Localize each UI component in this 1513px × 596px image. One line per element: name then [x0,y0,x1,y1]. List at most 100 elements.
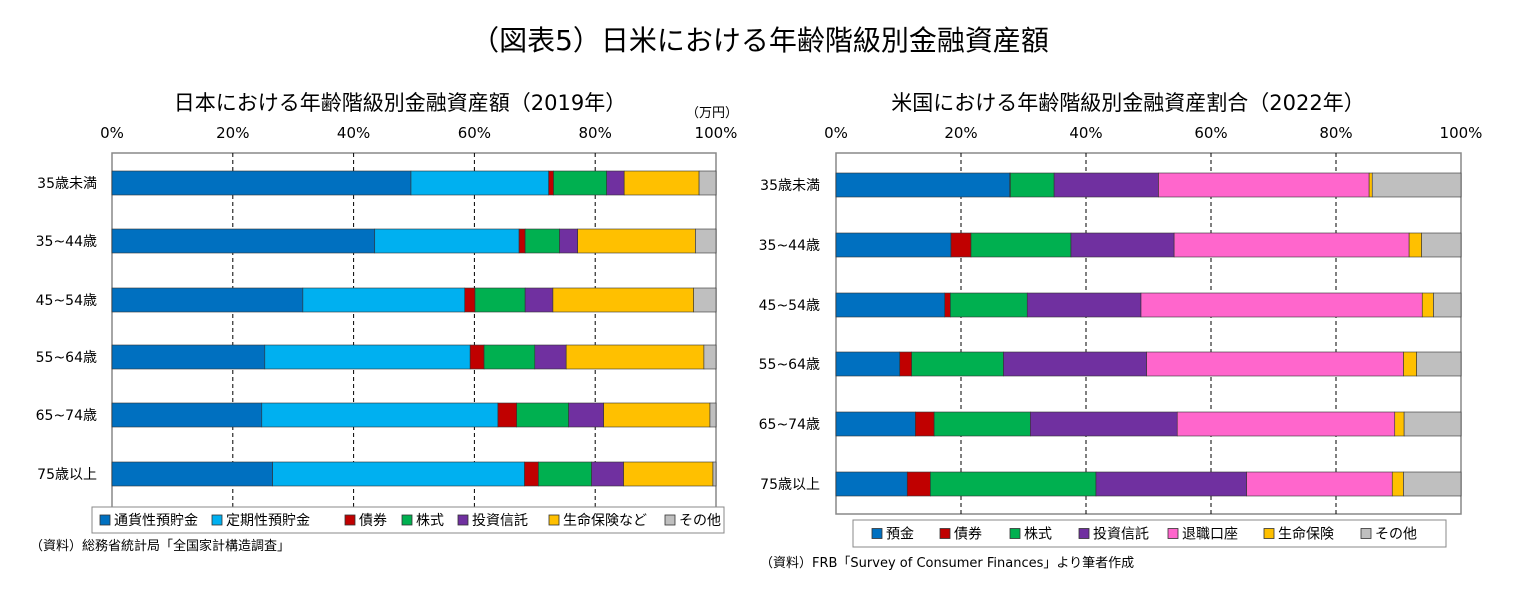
bar-segment [1146,351,1404,377]
bar-segment [302,287,466,313]
bar-segment [1403,411,1462,437]
bar-segment [1173,232,1410,258]
bar-segment [538,461,592,487]
x-tick-label: 40% [1069,124,1102,142]
bar-segment [698,170,717,196]
legend-label: 株式 [1024,527,1052,543]
legend-swatch [457,514,469,526]
bar-segment [623,461,714,487]
bar-segment [930,471,1097,497]
x-tick-label: 100% [1440,124,1483,142]
bar-segment [695,228,717,254]
bar-segment [111,461,273,487]
bar-segment [577,228,696,254]
chart-us: 米国における年齢階級別金融資産割合（2022年） 0% 20% 40% 60% 80% 10… [759,91,1483,571]
legend-label: 定期性預貯金 [226,513,310,529]
x-tick-label: 100% [695,124,738,142]
bar-segment [568,402,604,428]
x-tick-label: 0% [100,124,124,142]
bar-segment [524,228,560,254]
legend-swatch [211,514,223,526]
legend-label: 投資信託 [472,513,528,529]
legend-swatch [871,528,883,539]
bar-segment [950,292,1028,318]
legend-swatch [344,514,356,526]
bar-segment [548,170,554,196]
bar-segment [111,170,412,196]
bar-segment [1403,351,1417,377]
legend-swatch [1078,528,1090,539]
bar-segment [518,228,526,254]
bar-segment [1416,351,1462,377]
legend-label: 投資信託 [1093,527,1149,543]
bar-segment [374,228,520,254]
bar-segment [261,402,499,428]
bar-segment [915,411,935,437]
category-label: 35~44歳 [759,238,820,254]
bar-segment [712,461,717,487]
figure-title: （図表5）日米における年齢階級別金融資産額 [471,24,1049,57]
bar-segment [111,228,376,254]
bar-segment [483,344,536,370]
bar-segment [516,402,569,428]
bar-segment [703,344,717,370]
bar-segment [524,461,539,487]
bar-segment [899,351,912,377]
category-label: 55~64歳 [759,357,820,373]
bar-segment [591,461,624,487]
legend-swatch [939,528,951,539]
bar-segment [1030,411,1178,437]
bar-segment [606,170,625,196]
legend-box [91,506,725,534]
chart-japan: 日本における年齢階級別金融資産額（2019年） （万円） 0% 20% 40% 60% 80… [30,91,738,554]
bar-segment [1026,292,1142,318]
bar-segment [1053,172,1159,198]
bar-segment [553,170,607,196]
legend-box [852,519,1447,548]
bar-segment [835,172,1011,198]
bar-segment [534,344,567,370]
legend-swatch [1360,528,1372,539]
legend-swatch [664,514,676,526]
legend-label: 退職口座 [1182,527,1238,543]
bar-segment [835,232,952,258]
chart-title: 米国における年齢階級別金融資産割合（2022年） [891,91,1364,115]
legend-label: 株式 [416,513,444,529]
bar-segment [1246,471,1393,497]
bar-segment [469,344,485,370]
x-tick-label: 20% [216,124,249,142]
bar-segment [111,344,266,370]
category-label: 35歳未満 [760,178,820,194]
bar-segment [1070,232,1175,258]
x-tick-label: 20% [944,124,977,142]
category-label: 65~74歳 [759,417,820,433]
bar-segment [906,471,931,497]
bar-segment [1421,292,1434,318]
legend-label: 債券 [359,513,387,529]
bar-segment [565,344,705,370]
bar-segment [1421,232,1462,258]
bar-segment [1010,172,1055,198]
bar-segment [497,402,517,428]
legend: 通貨性預貯金 定期性預貯金 債券 株式 投資信託 生命保険など その他 [91,506,725,534]
bar-segment [1371,172,1462,198]
plot-area [111,152,717,514]
bar-segment [835,411,916,437]
bar-segment [1394,411,1405,437]
bar-segment [1003,351,1147,377]
category-label: 35歳未満 [37,176,97,192]
category-label: 45~54歳 [759,298,820,314]
legend-swatch [1167,528,1179,539]
bar-segment [1095,471,1247,497]
legend-label: 生命保険など [563,512,647,529]
bar-segment [1433,292,1462,318]
bar-segment [410,170,549,196]
bar-segment [1158,172,1370,198]
legend-label: 生命保険 [1278,526,1334,543]
legend-swatch [1263,528,1275,539]
x-tick-label: 80% [1319,124,1352,142]
chart-title: 日本における年齢階級別金融資産額（2019年） [174,91,626,115]
bar-segment [524,287,554,313]
bar-segment [1408,232,1422,258]
